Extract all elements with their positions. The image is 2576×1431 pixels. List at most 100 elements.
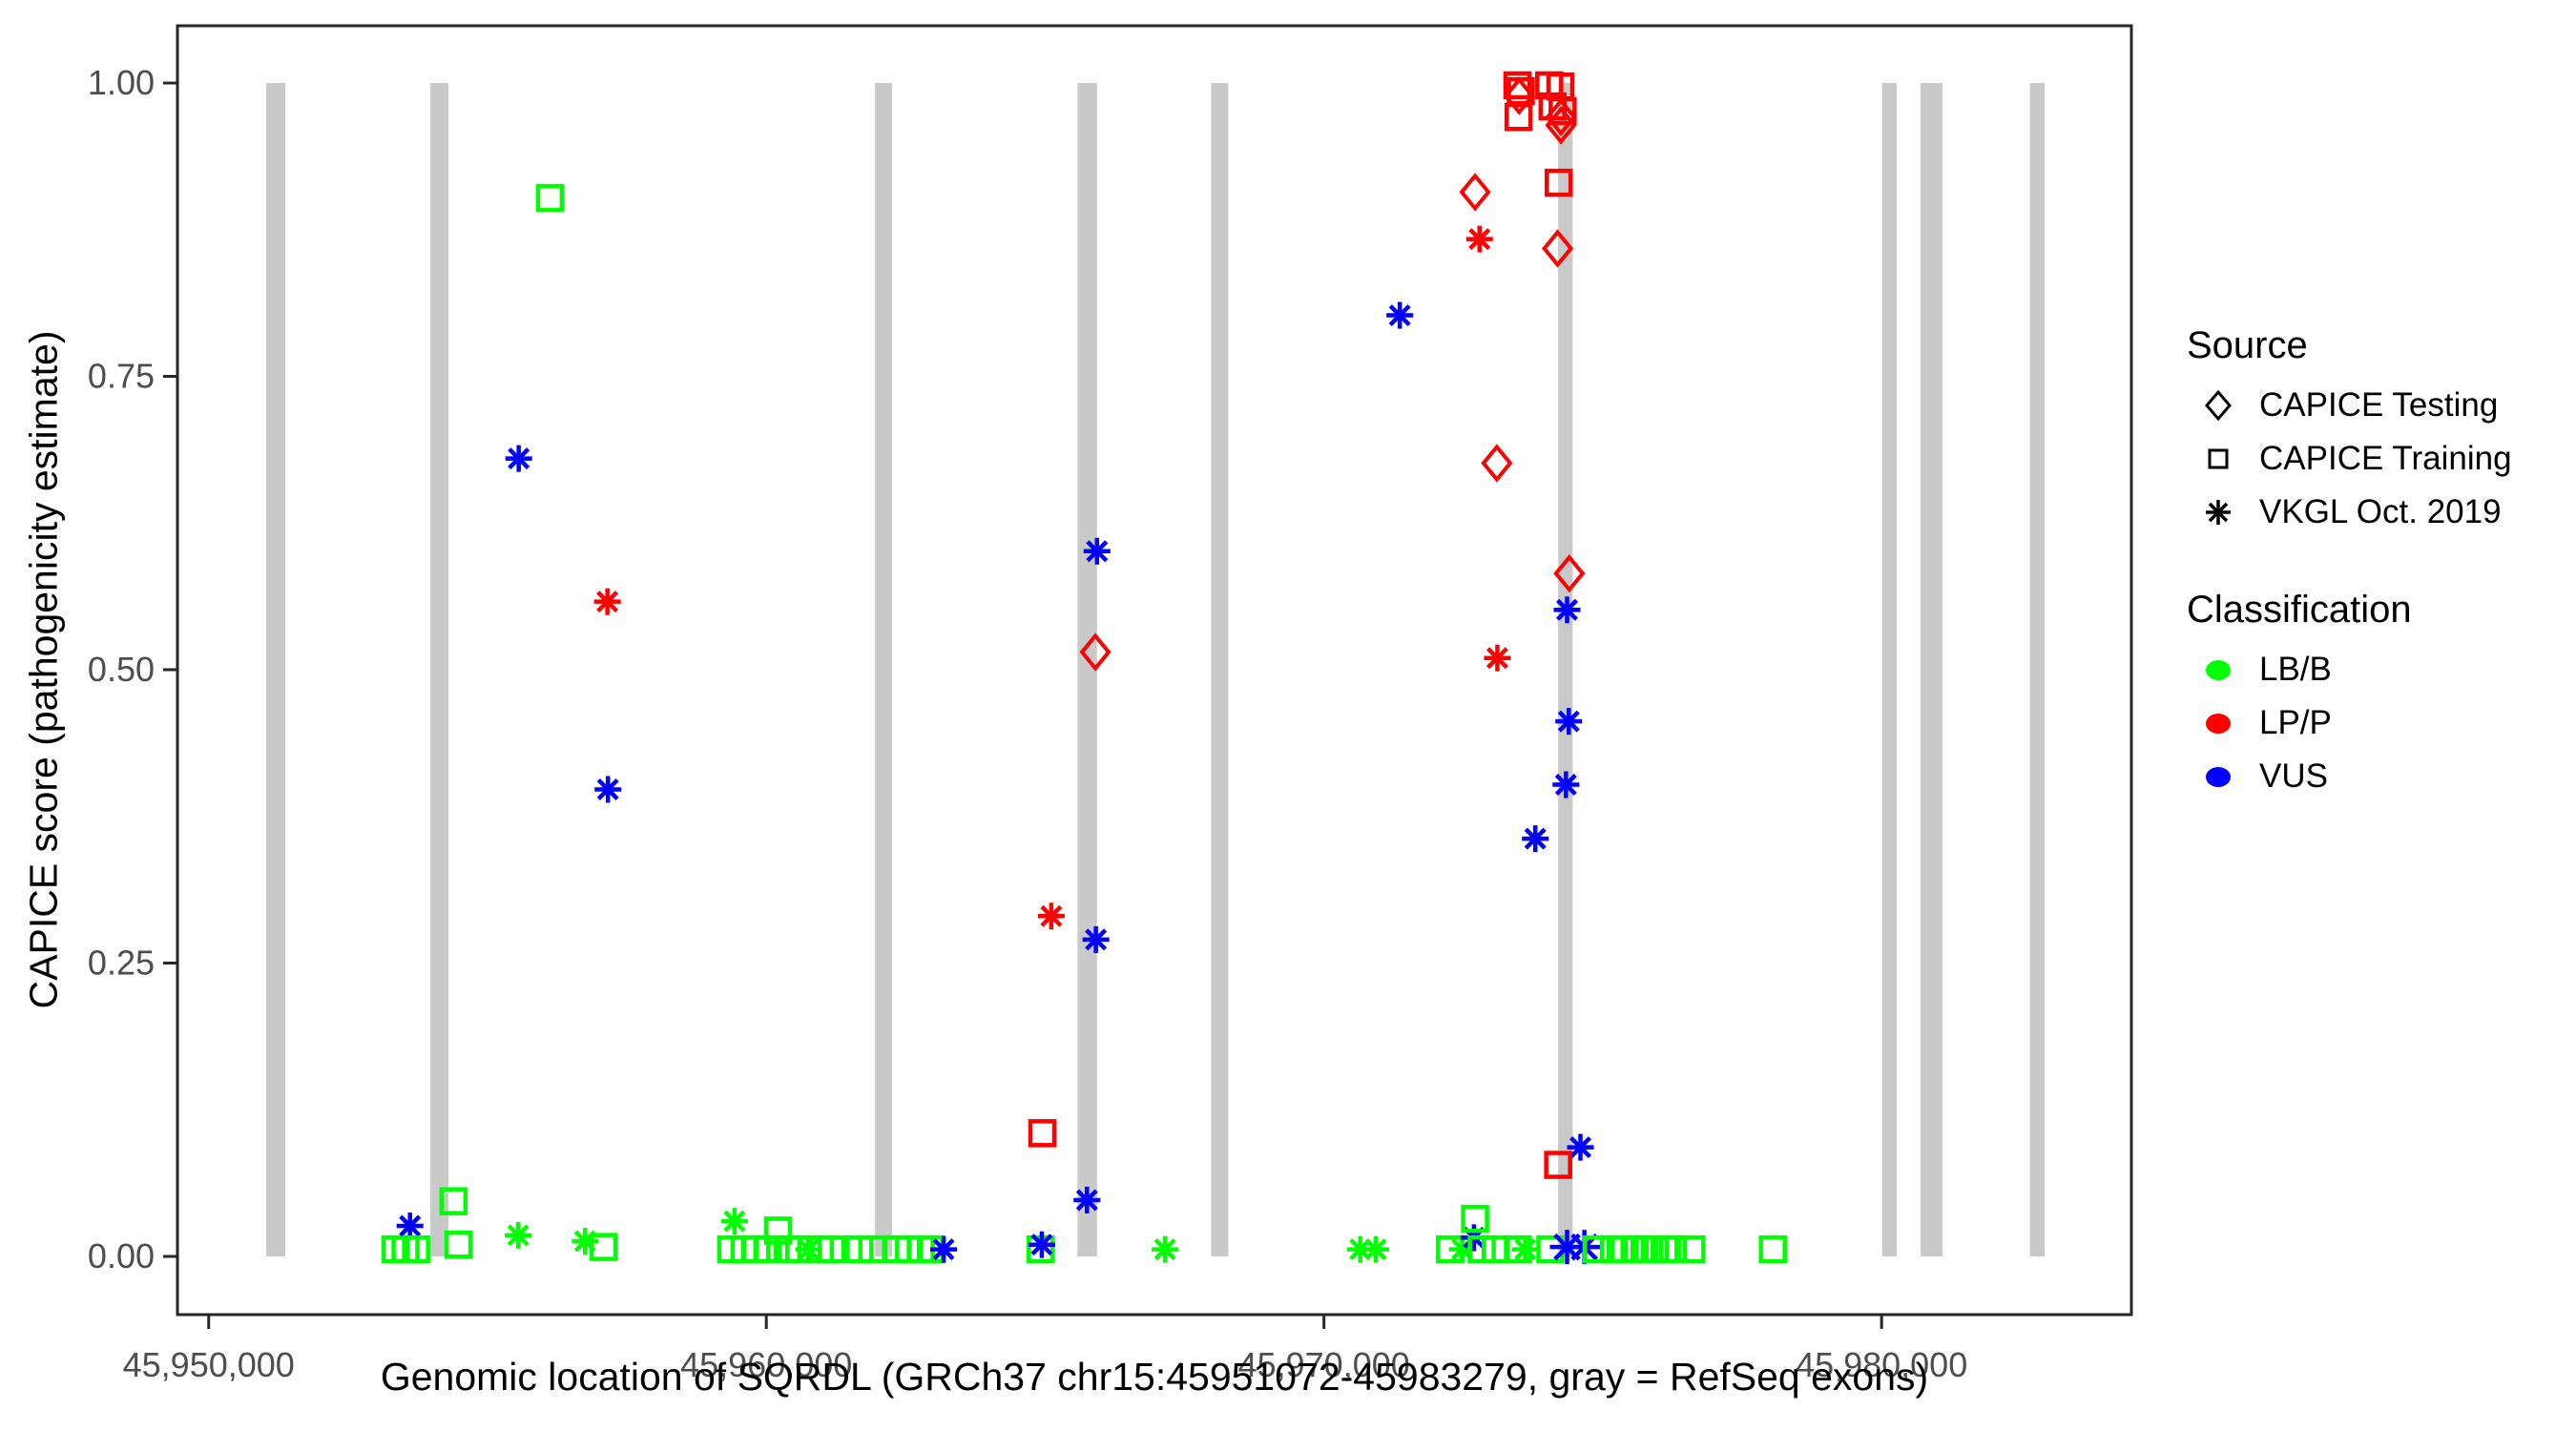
- data-point: [1522, 825, 1549, 853]
- panel-border: [176, 24, 2133, 1317]
- x-tick-label: 45,980,000: [1796, 1345, 1967, 1384]
- data-point: [1504, 102, 1533, 132]
- data-point: [1459, 173, 1491, 212]
- asterisk-ray: [1485, 647, 1508, 670]
- data-point: [1503, 71, 1532, 100]
- lpp-dot-icon: [2206, 713, 2231, 734]
- exon-bar: [1077, 83, 1097, 1256]
- data-point: [396, 1213, 424, 1240]
- legend-item-vus: VUS: [2177, 750, 2576, 803]
- asterisk-icon: [2177, 491, 2259, 533]
- legend-group-source: Source CAPICE Testing CAPICE Training: [2177, 324, 2576, 539]
- data-point: [1677, 1234, 1706, 1264]
- data-point: [1028, 1231, 1055, 1258]
- square-icon: [2177, 438, 2259, 480]
- legend-item-label: CAPICE Training: [2259, 440, 2512, 477]
- data-point: [589, 1233, 618, 1261]
- data-point: [535, 183, 565, 213]
- data-point: [1079, 633, 1111, 672]
- legend: Source CAPICE Testing CAPICE Training: [2177, 324, 2576, 803]
- data-point: [1386, 301, 1414, 329]
- asterisk-ray: [1569, 1136, 1592, 1159]
- asterisk-ray: [1085, 928, 1108, 951]
- data-point: [1658, 1234, 1688, 1264]
- legend-item-capice-training: CAPICE Training: [2177, 432, 2576, 486]
- legend-item-lpp: LP/P: [2177, 696, 2576, 750]
- legend-item-vkgl: VKGL Oct. 2019: [2177, 486, 2576, 539]
- data-point: [402, 1234, 430, 1264]
- exon-bar: [875, 83, 893, 1256]
- vus-dot-icon: [2206, 766, 2231, 787]
- data-point: [1073, 1186, 1101, 1213]
- x-tick-label: 45,970,000: [1238, 1345, 1410, 1384]
- data-point: [1083, 537, 1111, 565]
- y-tick-label: 0.00: [88, 1236, 155, 1275]
- legend-item-lbb: LB/B: [2177, 643, 2576, 696]
- data-point: [1461, 1204, 1489, 1234]
- data-point: [1555, 708, 1583, 736]
- asterisk-ray: [1040, 904, 1063, 927]
- asterisk-ray: [508, 447, 530, 470]
- asterisk-ray: [1468, 228, 1491, 251]
- y-axis-title: CAPICE score (pathogenicity estimate): [21, 330, 66, 1009]
- data-point: [1758, 1234, 1787, 1264]
- asterisk-ray: [1557, 710, 1580, 733]
- y-tick-label: 0.75: [88, 357, 155, 396]
- asterisk-ray: [399, 1214, 422, 1237]
- data-point: [1465, 225, 1493, 253]
- data-point: [444, 1230, 473, 1259]
- legend-group-classification: Classification LB/B LP/P VUS: [2177, 589, 2576, 803]
- exon-bar: [1558, 83, 1573, 1256]
- lbb-dot-icon: [2206, 659, 2231, 680]
- legend-item-label: VUS: [2259, 757, 2328, 795]
- data-point: [720, 1208, 748, 1235]
- diamond-icon: [2177, 384, 2259, 426]
- data-point: [1481, 444, 1513, 483]
- data-point: [930, 1235, 958, 1263]
- data-point: [763, 1216, 793, 1245]
- data-point: [439, 1187, 468, 1215]
- asterisk-ray: [1153, 1238, 1176, 1261]
- exon-bar: [2029, 83, 2046, 1256]
- data-point: [1541, 229, 1574, 268]
- asterisk-ray: [932, 1238, 955, 1261]
- data-point: [1545, 106, 1577, 145]
- data-point: [1552, 771, 1580, 798]
- asterisk-ray: [507, 1224, 530, 1247]
- y-tick-label: 1.00: [88, 63, 155, 102]
- asterisk-ray: [1086, 540, 1109, 563]
- data-point: [1082, 925, 1110, 953]
- data-point: [594, 776, 622, 803]
- x-tick-label: 45,960,000: [680, 1345, 852, 1384]
- data-point: [1503, 76, 1535, 115]
- x-tick-label: 45,950,000: [123, 1345, 295, 1384]
- legend-item-label: CAPICE Testing: [2259, 386, 2499, 424]
- exon-bar: [1881, 83, 1897, 1256]
- asterisk-ray: [1388, 304, 1411, 327]
- data-point: [505, 445, 532, 472]
- legend-item-label: LP/P: [2259, 704, 2332, 741]
- data-point: [1037, 902, 1065, 930]
- data-point: [1545, 97, 1577, 136]
- data-point: [1567, 1133, 1594, 1161]
- exon-bar: [265, 83, 286, 1256]
- exon-bar: [430, 83, 449, 1256]
- data-point: [1484, 644, 1511, 672]
- exon-bar: [1921, 83, 1943, 1256]
- asterisk-ray: [1554, 774, 1577, 797]
- legend-classification-title: Classification: [2187, 589, 2412, 631]
- legend-item-capice-testing: CAPICE Testing: [2177, 379, 2576, 432]
- legend-item-label: VKGL Oct. 2019: [2259, 493, 2502, 530]
- data-point: [1152, 1235, 1179, 1263]
- data-point: [1553, 596, 1581, 624]
- data-point: [571, 1228, 599, 1255]
- asterisk-ray: [1030, 1234, 1053, 1256]
- data-point: [593, 588, 621, 615]
- asterisk-ray: [1514, 1238, 1537, 1261]
- y-tick-label: 0.25: [88, 944, 155, 983]
- data-point: [817, 1234, 846, 1264]
- asterisk-ray: [1556, 598, 1579, 621]
- data-point: [1544, 168, 1573, 197]
